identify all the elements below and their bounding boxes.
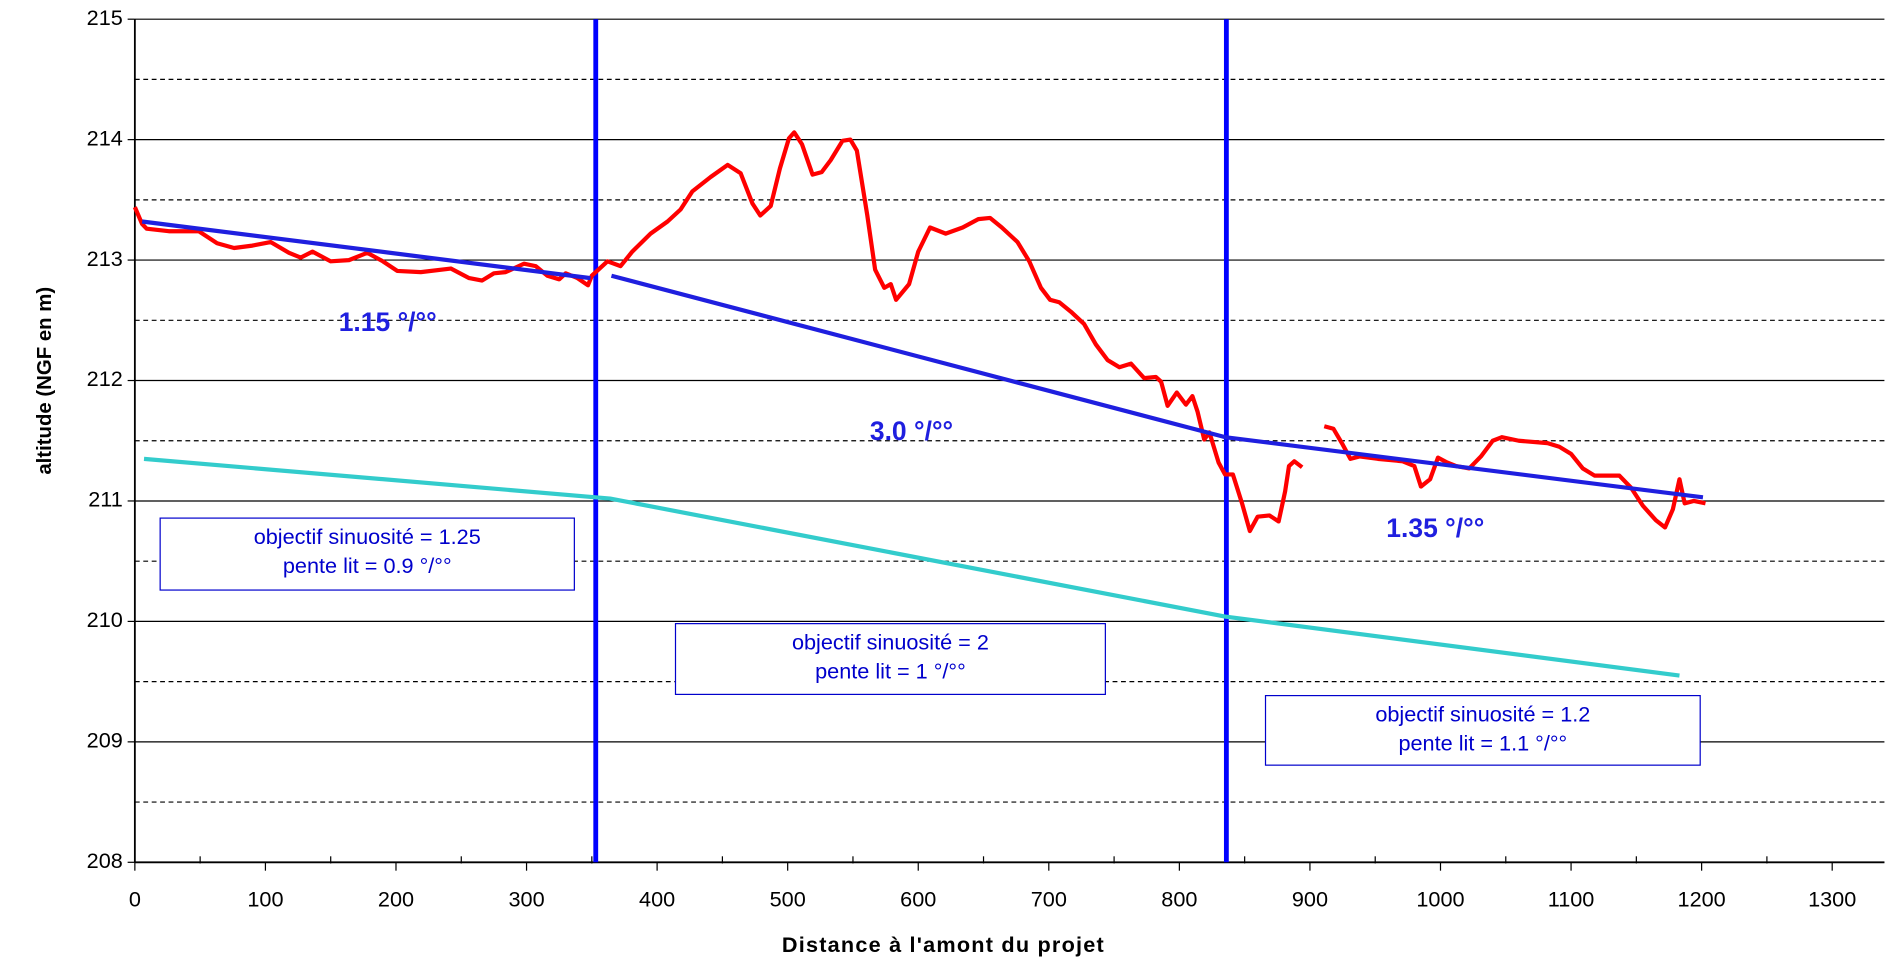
- series-line: [610, 273, 1226, 440]
- y-tick-label: 208: [87, 848, 123, 873]
- x-tick-label: 300: [508, 886, 544, 911]
- x-tick-label: 800: [1161, 886, 1197, 911]
- x-tick-label: 700: [1031, 886, 1067, 911]
- x-tick-label: 400: [639, 886, 675, 911]
- y-axis-label: altitude (NGF en m): [34, 287, 56, 475]
- y-tick-label: 212: [87, 366, 123, 391]
- series-line: [1224, 435, 1704, 500]
- y-tick-label: 210: [87, 607, 123, 632]
- text-box: [1264, 694, 1701, 766]
- x-tick-label: 0: [129, 886, 141, 911]
- x-tick-label: 1000: [1416, 886, 1464, 911]
- series-line: [143, 456, 1680, 678]
- plot-root: 208 209 210 211 212 213 214 215 0 100 200 300 400 500…: [34, 5, 1885, 957]
- x-tick-label: 500: [770, 886, 806, 911]
- box-text: objectif sinuosité = 1.25: [254, 524, 481, 549]
- x-tick-label: 1200: [1678, 886, 1726, 911]
- x-tick-label: 1300: [1808, 886, 1856, 911]
- x-tick-label: 200: [378, 886, 414, 911]
- box-text: objectif sinuosité = 1.2: [1375, 702, 1590, 727]
- series-line: [141, 219, 591, 281]
- text-box: [674, 623, 1106, 695]
- box-text: pente lit = 0.9 °/°°: [283, 553, 452, 578]
- x-axis-label: Distance à l'amont du projet: [782, 932, 1105, 957]
- x-tick-label: 900: [1292, 886, 1328, 911]
- y-tick-label: 214: [87, 125, 123, 150]
- slope-label: 3.0 °/°°: [870, 416, 953, 446]
- y-tick-label: 215: [87, 5, 123, 30]
- x-tick-label: 600: [900, 886, 936, 911]
- y-tick-label: 211: [88, 487, 123, 512]
- y-tick-label: 213: [87, 246, 123, 271]
- y-tick-label: 209: [87, 728, 123, 753]
- slope-label: 1.35 °/°°: [1386, 513, 1484, 543]
- box-text: objectif sinuosité = 2: [792, 630, 989, 655]
- text-box: [159, 517, 575, 591]
- box-text: pente lit = 1.1 °/°°: [1398, 731, 1567, 756]
- x-tick-label: 1100: [1548, 886, 1595, 911]
- x-tick-label: 100: [247, 886, 283, 911]
- slope-label: 1.15 °/°°: [339, 307, 437, 337]
- box-text: pente lit = 1 °/°°: [815, 659, 966, 684]
- series-line: [132, 130, 1706, 534]
